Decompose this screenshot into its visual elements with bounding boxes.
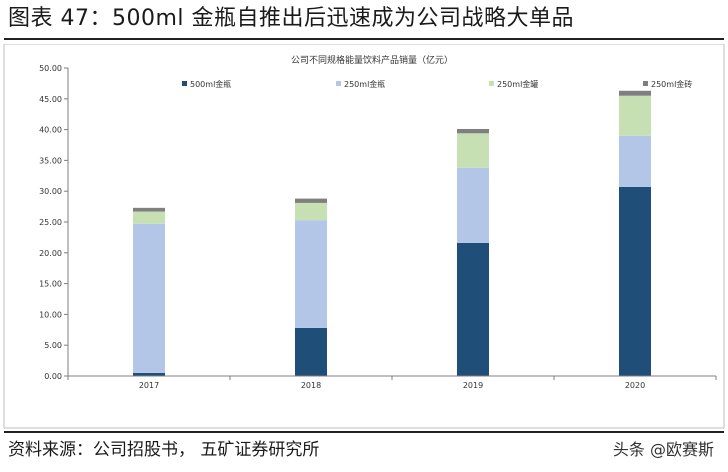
bar-segment-2-2019 (457, 167, 489, 243)
y-tick-label: 35.00 (39, 156, 62, 165)
y-tick-label: 0.00 (44, 372, 62, 381)
bar-segment-2-2017 (133, 223, 165, 373)
y-tick-label: 15.00 (39, 280, 62, 289)
y-tick-label: 5.00 (44, 341, 62, 350)
chart-frame (3, 44, 725, 429)
stacked-bar-chart: 公司不同规格能量饮料产品销量（亿元） 500ml金瓶 250ml金瓶 250ml金罐… (3, 44, 725, 429)
y-tick-label: 50.00 (39, 64, 62, 73)
source-note: 资料来源：公司招股书， 五矿证券研究所 (8, 440, 320, 460)
legend: 500ml金瓶 250ml金瓶 250ml金罐 250ml金砖 (182, 79, 692, 89)
bar-segment-3-2020 (619, 95, 651, 136)
legend-label: 500ml金瓶 (190, 79, 231, 89)
bar-segment-1-2020 (619, 186, 651, 376)
legend-label: 250ml金瓶 (344, 79, 385, 89)
y-tick-label: 30.00 (39, 187, 62, 196)
bar-segment-4-2017 (133, 207, 165, 212)
y-tick-label: 40.00 (39, 126, 62, 135)
legend-label: 250ml金罐 (497, 79, 538, 89)
y-tick-label: 45.00 (39, 95, 62, 104)
bar-segment-4-2019 (457, 128, 489, 134)
y-tick-label: 10.00 (39, 310, 62, 319)
bar-segment-1-2018 (295, 327, 327, 376)
bar-segment-4-2018 (295, 198, 327, 203)
watermark: 头条 @欧赛斯 (612, 440, 714, 459)
bar-segment-2-2018 (295, 220, 327, 328)
y-axis: 0.00 5.00 10.00 15.00 20.00 25.00 30.00 35.00 40… (39, 64, 69, 381)
y-tick-label: 25.00 (39, 218, 62, 227)
bar-segment-3-2019 (457, 133, 489, 168)
bar-segment-1-2017 (133, 372, 165, 376)
legend-label: 250ml金砖 (651, 79, 692, 89)
x-tick-label: 2017 (139, 381, 159, 390)
top-divider (4, 38, 724, 40)
figure-title: 图表 47：500ml 金瓶自推出后迅速成为公司战略大单品 (8, 6, 575, 31)
bar-segment-3-2018 (295, 202, 327, 221)
bottom-divider (4, 431, 724, 433)
bars (133, 90, 651, 376)
bar-segment-2-2020 (619, 135, 651, 187)
chart-title: 公司不同规格能量饮料产品销量（亿元） (291, 54, 453, 66)
y-tick-label: 20.00 (39, 249, 62, 258)
bar-segment-1-2019 (457, 242, 489, 376)
x-axis: 2017 2018 2019 2020 (67, 375, 717, 390)
x-tick-label: 2018 (301, 381, 321, 390)
legend-swatch (336, 81, 341, 86)
bar-segment-3-2017 (133, 211, 165, 224)
x-tick-label: 2019 (463, 381, 483, 390)
legend-swatch (182, 81, 187, 86)
legend-swatch (643, 81, 648, 86)
legend-swatch (489, 81, 494, 86)
x-tick-label: 2020 (625, 381, 645, 390)
bar-segment-4-2020 (619, 90, 651, 96)
